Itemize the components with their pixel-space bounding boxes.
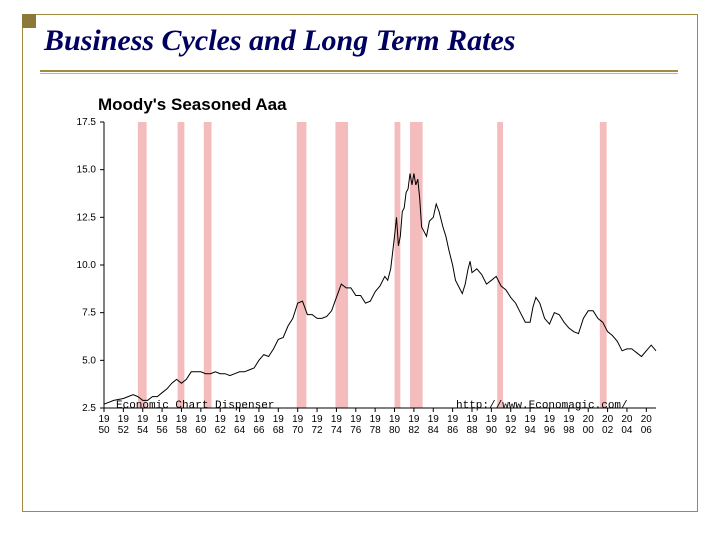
x-tick-label-top: 20 bbox=[641, 414, 653, 425]
x-tick-label-top: 19 bbox=[215, 414, 227, 425]
recession-band bbox=[410, 122, 423, 408]
x-tick-label-bot: 52 bbox=[118, 425, 130, 436]
x-tick-label-bot: 70 bbox=[292, 425, 304, 436]
x-tick-label-top: 19 bbox=[525, 414, 537, 425]
x-tick-label-top: 19 bbox=[157, 414, 169, 425]
x-tick-label-bot: 94 bbox=[525, 425, 537, 436]
x-tick-label-top: 19 bbox=[370, 414, 382, 425]
x-tick-label-top: 19 bbox=[408, 414, 420, 425]
x-tick-label-top: 19 bbox=[563, 414, 575, 425]
recession-band bbox=[395, 122, 401, 408]
x-tick-label-bot: 60 bbox=[195, 425, 207, 436]
x-tick-label-bot: 84 bbox=[428, 425, 440, 436]
x-tick-label-bot: 72 bbox=[311, 425, 323, 436]
x-tick-label-top: 19 bbox=[234, 414, 246, 425]
title-underline-2 bbox=[40, 73, 678, 74]
x-tick-label-bot: 92 bbox=[505, 425, 517, 436]
y-tick-label: 7.5 bbox=[82, 308, 96, 319]
slide-accent bbox=[22, 14, 36, 28]
x-tick-label-bot: 50 bbox=[98, 425, 110, 436]
x-tick-label-top: 19 bbox=[137, 414, 149, 425]
x-tick-label-top: 19 bbox=[98, 414, 110, 425]
recession-band bbox=[497, 122, 503, 408]
x-tick-label-bot: 06 bbox=[641, 425, 653, 436]
x-tick-label-top: 19 bbox=[292, 414, 304, 425]
chart-title: Moody's Seasoned Aaa bbox=[98, 95, 287, 115]
x-tick-label-top: 19 bbox=[195, 414, 207, 425]
x-tick-label-top: 19 bbox=[118, 414, 130, 425]
y-tick-label: 15.0 bbox=[77, 165, 97, 176]
x-tick-label-bot: 86 bbox=[447, 425, 459, 436]
x-tick-label-bot: 76 bbox=[350, 425, 362, 436]
y-tick-label: 2.5 bbox=[82, 403, 96, 414]
recession-band bbox=[600, 122, 607, 408]
data-series-line bbox=[104, 174, 656, 405]
recession-band bbox=[204, 122, 212, 408]
x-tick-label-bot: 96 bbox=[544, 425, 556, 436]
y-tick-label: 10.0 bbox=[77, 260, 97, 271]
title-underline bbox=[40, 70, 678, 72]
chart-footer-left: Economic Chart Dispenser bbox=[116, 400, 274, 412]
x-tick-label-top: 19 bbox=[273, 414, 285, 425]
x-tick-label-bot: 58 bbox=[176, 425, 188, 436]
recession-band bbox=[138, 122, 147, 408]
x-tick-label-bot: 54 bbox=[137, 425, 149, 436]
x-tick-label-bot: 68 bbox=[273, 425, 285, 436]
x-tick-label-bot: 56 bbox=[157, 425, 169, 436]
x-tick-label-bot: 88 bbox=[466, 425, 478, 436]
x-tick-label-top: 19 bbox=[505, 414, 517, 425]
x-tick-label-bot: 90 bbox=[486, 425, 498, 436]
line-chart: 2.55.07.510.012.515.017.5195019521954195… bbox=[62, 118, 666, 438]
recession-band bbox=[297, 122, 307, 408]
x-tick-label-top: 19 bbox=[428, 414, 440, 425]
x-tick-label-top: 20 bbox=[602, 414, 614, 425]
x-tick-label-bot: 64 bbox=[234, 425, 246, 436]
x-tick-label-bot: 04 bbox=[621, 425, 633, 436]
x-tick-label-top: 19 bbox=[311, 414, 323, 425]
x-tick-label-top: 19 bbox=[486, 414, 498, 425]
x-tick-label-top: 19 bbox=[253, 414, 265, 425]
y-tick-label: 17.5 bbox=[77, 118, 97, 128]
x-tick-label-bot: 80 bbox=[389, 425, 401, 436]
x-tick-label-bot: 74 bbox=[331, 425, 343, 436]
x-tick-label-bot: 78 bbox=[370, 425, 382, 436]
x-tick-label-bot: 66 bbox=[253, 425, 265, 436]
x-tick-label-top: 19 bbox=[350, 414, 362, 425]
y-tick-label: 5.0 bbox=[82, 355, 96, 366]
x-tick-label-bot: 00 bbox=[583, 425, 595, 436]
x-tick-label-top: 19 bbox=[466, 414, 478, 425]
y-tick-label: 12.5 bbox=[77, 212, 97, 223]
x-tick-label-bot: 62 bbox=[215, 425, 227, 436]
x-tick-label-bot: 02 bbox=[602, 425, 614, 436]
x-tick-label-bot: 98 bbox=[563, 425, 575, 436]
recession-band bbox=[335, 122, 348, 408]
x-tick-label-top: 19 bbox=[447, 414, 459, 425]
chart-footer-right: http://www.Economagic.com/ bbox=[456, 400, 628, 412]
x-tick-label-top: 19 bbox=[176, 414, 188, 425]
x-tick-label-top: 20 bbox=[583, 414, 595, 425]
x-tick-label-top: 19 bbox=[331, 414, 343, 425]
x-tick-label-top: 19 bbox=[544, 414, 556, 425]
x-tick-label-top: 20 bbox=[621, 414, 633, 425]
x-tick-label-top: 19 bbox=[389, 414, 401, 425]
recession-band bbox=[178, 122, 185, 408]
slide-title: Business Cycles and Long Term Rates bbox=[44, 24, 515, 58]
x-tick-label-bot: 82 bbox=[408, 425, 420, 436]
